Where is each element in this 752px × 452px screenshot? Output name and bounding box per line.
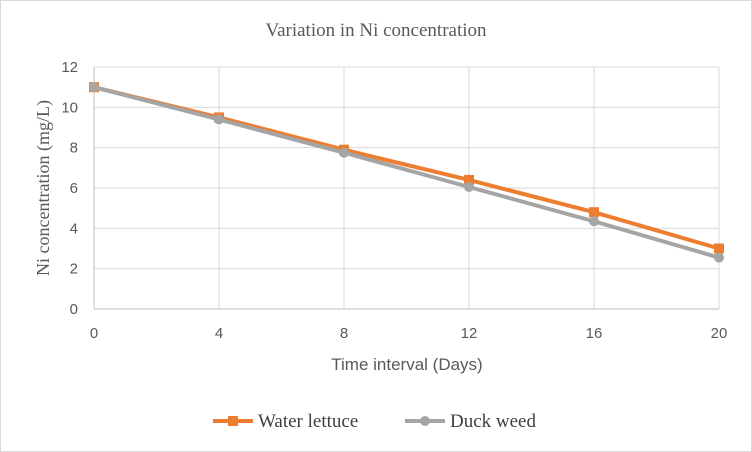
x-axis-label: Time interval (Days) <box>331 355 482 374</box>
data-point <box>214 114 224 125</box>
legend-marker <box>420 416 430 426</box>
data-point <box>589 207 599 218</box>
data-point <box>589 216 599 227</box>
x-tick-label: 8 <box>340 325 348 342</box>
series-line-duck-weed <box>92 85 721 260</box>
x-tick-label: 16 <box>586 325 603 342</box>
y-tick-label: 12 <box>61 59 78 76</box>
series-lines <box>89 82 724 263</box>
data-point <box>464 181 474 192</box>
data-point <box>714 243 724 254</box>
legend-marker <box>228 416 238 426</box>
legend-label: Water lettuce <box>258 411 358 432</box>
legend-item-duck-weed: Duck weed <box>405 411 536 432</box>
data-point <box>464 174 474 185</box>
x-tick-label: 12 <box>461 325 478 342</box>
x-tick-label: 4 <box>215 325 223 342</box>
data-point <box>339 147 349 158</box>
legend-item-water-lettuce: Water lettuce <box>213 411 358 432</box>
y-axis-label: Ni concentration (mg/L) <box>33 100 54 276</box>
data-point <box>89 82 99 93</box>
y-tick-label: 0 <box>70 301 78 318</box>
series-duck-weed <box>89 82 724 263</box>
y-tick-label: 4 <box>70 220 78 237</box>
legend-label: Duck weed <box>450 411 536 432</box>
axes: 0 2 4 6 8 10 12 0 4 8 12 16 20 <box>61 59 727 342</box>
x-tick-label: 0 <box>90 325 98 342</box>
y-tick-label: 10 <box>61 99 78 116</box>
data-point <box>714 252 724 263</box>
y-tick-label: 2 <box>70 261 78 278</box>
y-tick-label: 8 <box>70 140 78 157</box>
y-tick-label: 6 <box>70 180 78 197</box>
chart-title: Variation in Ni concentration <box>265 20 487 41</box>
gridlines <box>93 66 720 309</box>
x-tick-label: 20 <box>711 325 728 342</box>
legend: Water lettuce Duck weed <box>213 411 536 432</box>
